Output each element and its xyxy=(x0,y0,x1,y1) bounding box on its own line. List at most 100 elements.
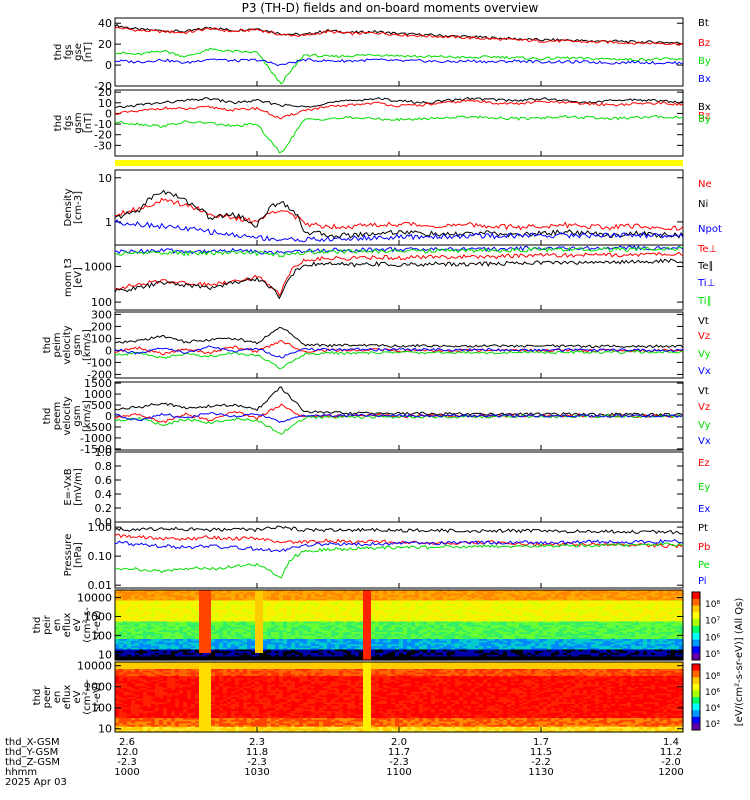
peir_spec-cell xyxy=(487,593,492,596)
peir_spec-cell xyxy=(147,635,152,638)
peir_spec-cell xyxy=(603,642,608,645)
peir_spec-cell xyxy=(371,593,376,596)
peim_velocity-series-Vy xyxy=(114,350,684,370)
peir_spec-cell xyxy=(535,591,540,595)
peir_spec-cell xyxy=(511,591,516,595)
peir_spec-cell xyxy=(167,611,172,614)
peir_spec-cell xyxy=(467,607,472,610)
peir_spec-cell xyxy=(175,644,180,647)
peir_spec-cell xyxy=(523,637,528,640)
peir_spec-cell xyxy=(187,612,192,616)
peir_spec-cell xyxy=(639,593,644,596)
peir_spec-cell xyxy=(467,625,472,628)
peir_spec-cell xyxy=(155,633,160,637)
peir_spec-cell xyxy=(371,590,376,593)
peir_spec-cell xyxy=(155,611,160,614)
peir_spec-cell xyxy=(347,616,352,619)
peir_spec-cell xyxy=(355,605,360,609)
peir_spec-cell xyxy=(243,611,248,614)
peir_spec-cell xyxy=(443,598,448,602)
peir_spec-cell xyxy=(667,614,672,617)
peir_spec-cell xyxy=(447,630,452,633)
peir_spec-cell xyxy=(483,600,488,603)
peir_spec-cell xyxy=(139,604,144,607)
peir_spec-cell xyxy=(399,623,404,626)
peir_spec-cell xyxy=(403,607,408,610)
peir_spec-cell xyxy=(475,630,480,633)
peir_spec-cell xyxy=(579,600,584,603)
peir_spec-cell xyxy=(435,647,440,651)
peir_spec-cell xyxy=(415,591,420,595)
peir_spec-cell xyxy=(255,623,260,626)
peir_spec-cell xyxy=(143,647,148,651)
peir_spec-cell xyxy=(283,593,288,596)
peir_spec-cell xyxy=(567,614,572,617)
peir_spec-cell xyxy=(143,593,148,596)
peir_spec-cell xyxy=(607,590,612,593)
peir_spec-cell xyxy=(267,639,272,642)
peir_spec-cell xyxy=(559,593,564,596)
peir_spec-cell xyxy=(331,616,336,619)
peir_spec-cell xyxy=(531,607,536,610)
peir_spec-cell xyxy=(115,611,120,614)
peir_spec-cell xyxy=(487,600,492,603)
peir_spec-cell xyxy=(255,614,260,617)
peir_spec-cell xyxy=(635,618,640,621)
peir_spec-cell xyxy=(203,604,208,607)
peir_spec-cell xyxy=(399,632,404,635)
peir_spec-cell xyxy=(251,623,256,626)
peir_spec-cell xyxy=(291,605,296,609)
peir_spec-cell xyxy=(659,644,664,647)
peir_spec-cell xyxy=(163,635,168,638)
peir_spec-cell xyxy=(543,618,548,621)
peir_spec-cell xyxy=(575,590,580,593)
peir_spec-cell xyxy=(395,642,400,645)
peir_spec-cell xyxy=(419,612,424,616)
peir_spec-cell xyxy=(243,619,248,623)
peir_spec-cell xyxy=(643,602,648,605)
peir_spec-cell xyxy=(679,628,684,631)
peir_spec-cell xyxy=(327,604,332,607)
peir_spec-cell xyxy=(127,632,132,635)
peir_spec-cell xyxy=(155,619,160,623)
peir_spec-cell xyxy=(643,590,648,593)
peir_spec-cell xyxy=(547,625,552,628)
peir_spec-cell xyxy=(155,600,160,603)
peir_spec-cell xyxy=(463,630,468,633)
peir_spec-cell xyxy=(119,628,124,631)
peir_spec-cell xyxy=(211,595,216,598)
peir_spec-cell xyxy=(547,607,552,610)
peir_spec-cell xyxy=(567,628,572,631)
peir_spec-cell xyxy=(315,590,320,593)
peir_spec-cell xyxy=(539,591,544,595)
peir_spec-cell xyxy=(495,614,500,617)
peir_spec-cell xyxy=(283,630,288,633)
peir_spec-cell xyxy=(503,632,508,635)
peir_spec-cell xyxy=(587,611,592,614)
peir_spec-cell xyxy=(215,621,220,624)
peir_spec-cell xyxy=(235,604,240,607)
peir_spec-cell xyxy=(155,632,160,635)
peir_spec-cell xyxy=(551,642,556,645)
peir_spec-cell xyxy=(391,633,396,637)
peir_spec-cell xyxy=(459,618,464,621)
peir_spec-cell xyxy=(551,595,556,598)
peir_spec-cell xyxy=(427,600,432,603)
peir_spec-cell xyxy=(663,623,668,626)
peir_spec-cell xyxy=(155,597,160,600)
peir_spec-cell xyxy=(523,626,528,630)
peir_spec-cell xyxy=(351,644,356,647)
peir_spec-cell xyxy=(283,602,288,605)
peir_spec-cell xyxy=(551,630,556,633)
peir_spec-cell xyxy=(323,646,328,649)
peir_spec-cell xyxy=(251,605,256,609)
peir_spec-cell xyxy=(187,632,192,635)
pressure-ytick-label: 0.01 xyxy=(88,579,113,592)
peir_spec-cell xyxy=(179,646,184,649)
peir_spec-cell xyxy=(127,611,132,614)
peir_spec-cell xyxy=(575,602,580,605)
peir_spec-cell xyxy=(123,626,128,630)
peir_spec-cell xyxy=(655,630,660,633)
peir_spec-cell xyxy=(391,625,396,628)
peir_spec-cell xyxy=(231,619,236,623)
